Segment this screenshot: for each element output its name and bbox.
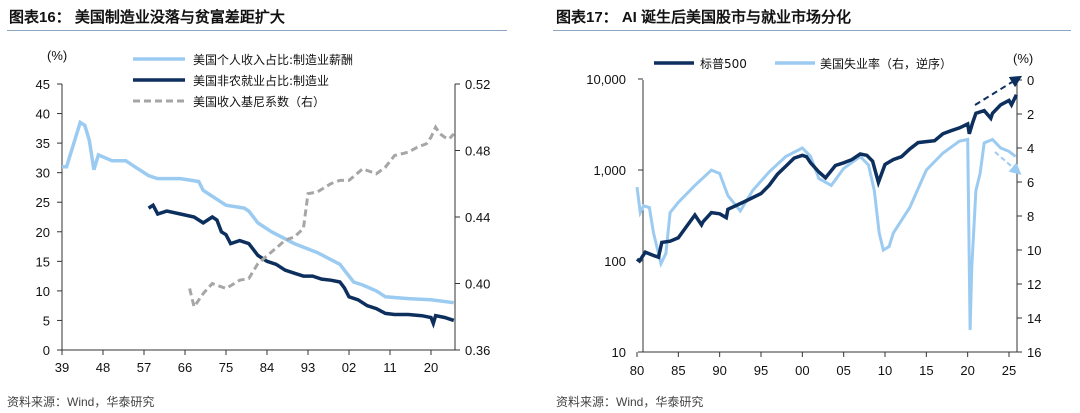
chart17-title: 图表17： AI 诞生后美国股市与就业市场分化 — [556, 9, 852, 26]
y-tick-label: 15 — [36, 254, 50, 269]
y-tick-label: 5 — [43, 313, 50, 328]
y-tick-label: 10 — [36, 284, 50, 299]
x-tick-label: 20 — [424, 360, 438, 375]
y2-tick-label: 0.44 — [465, 210, 490, 225]
y-tick-label: 10,000 — [586, 72, 626, 87]
x-tick-label: 10 — [878, 363, 892, 378]
x-tick-label: 95 — [754, 363, 768, 378]
y2-tick-label: 4 — [1027, 141, 1034, 156]
y2-tick-label: 8 — [1027, 209, 1034, 224]
y2-tick-label: 0.52 — [465, 77, 490, 92]
x-tick-label: 48 — [96, 360, 110, 375]
y-tick-label: 1,000 — [593, 163, 626, 178]
x-tick-label: 39 — [55, 360, 69, 375]
y2-tick-label: 0.36 — [465, 343, 490, 358]
y2-tick-label: 10 — [1027, 243, 1041, 258]
y2-tick-label: 12 — [1027, 277, 1041, 292]
y2-tick-label: 14 — [1027, 311, 1041, 326]
y2-tick-label: 0.40 — [465, 277, 490, 292]
y-axis-unit: (%) — [47, 48, 67, 63]
x-tick-label: 05 — [836, 363, 850, 378]
chart16-source: 资料来源：Wind，华泰研究 — [7, 395, 155, 409]
y-tick-label: 0 — [43, 343, 50, 358]
y2-axis-unit: (%) — [1013, 51, 1033, 66]
x-tick-label: 90 — [712, 363, 726, 378]
y2-tick-label: 16 — [1027, 345, 1041, 360]
x-tick-label: 66 — [178, 360, 192, 375]
y-tick-label: 20 — [36, 225, 50, 240]
series-manufacturing-pay-line — [147, 202, 455, 329]
legend-label: 标普500 — [700, 57, 747, 71]
y-tick-label: 30 — [36, 166, 50, 181]
y2-tick-label: 0.48 — [465, 144, 490, 159]
x-tick-label: 02 — [342, 360, 356, 375]
y-tick-label: 10 — [612, 345, 626, 360]
sp500-trend-arrow — [974, 75, 1023, 106]
legend-label: 美国个人收入占比:制造业薪酬 — [193, 52, 353, 67]
chart16-title: 图表16： 美国制造业没落与贫富差距扩大 — [9, 9, 285, 26]
series-sp500-line — [635, 94, 1018, 264]
x-tick-label: 15 — [919, 363, 933, 378]
series-unemployment-line — [635, 137, 1017, 330]
chart17-source: 资料来源：Wind，华泰研究 — [556, 395, 704, 409]
x-tick-label: 25 — [1002, 363, 1016, 378]
x-tick-label: 85 — [671, 363, 685, 378]
y-tick-label: 35 — [36, 136, 50, 151]
x-tick-label: 57 — [137, 360, 151, 375]
y-tick-label: 40 — [36, 107, 50, 122]
y-tick-label: 45 — [36, 77, 50, 92]
legend-label: 美国收入基尼系数（右） — [193, 94, 325, 109]
divider — [553, 30, 1071, 31]
y-tick-label: 25 — [36, 195, 50, 210]
legend-label: 美国非农就业占比:制造业 — [193, 73, 329, 88]
legend-label: 美国失业率（右，逆序） — [820, 56, 952, 71]
series-gini-line — [188, 124, 455, 311]
x-tick-label: 80 — [630, 363, 644, 378]
x-tick-label: 11 — [383, 360, 397, 375]
y2-tick-label: 6 — [1027, 175, 1034, 190]
x-tick-label: 00 — [795, 363, 809, 378]
y2-tick-label: 0 — [1027, 73, 1034, 88]
x-tick-label: 75 — [219, 360, 233, 375]
x-tick-label: 93 — [301, 360, 315, 375]
x-tick-label: 84 — [260, 360, 274, 375]
x-tick-label: 20 — [960, 363, 974, 378]
y2-tick-label: 2 — [1027, 107, 1034, 122]
series-manufacturing-employment-line — [62, 119, 455, 305]
divider — [7, 30, 507, 31]
y-tick-label: 100 — [604, 254, 626, 269]
unemployment-trend-arrow — [994, 151, 1022, 175]
